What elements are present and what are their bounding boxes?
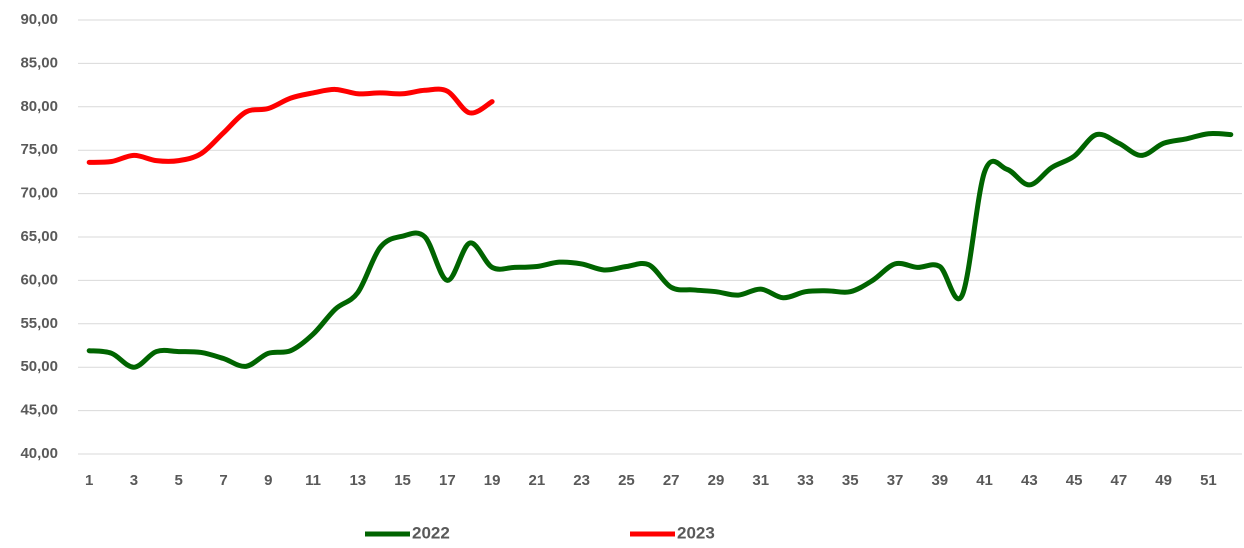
y-tick-label: 90,00 (20, 11, 58, 28)
x-tick-label: 31 (752, 472, 769, 489)
x-tick-label: 11 (305, 472, 321, 489)
x-tick-label: 51 (1200, 472, 1217, 489)
x-tick-label: 17 (439, 472, 456, 489)
x-tick-label: 25 (618, 472, 635, 489)
x-tick-label: 23 (573, 472, 590, 489)
data-line (86, 86, 495, 165)
x-tick-label: 15 (394, 472, 411, 489)
x-tick-label: 19 (484, 472, 501, 489)
x-tick-label: 43 (1021, 472, 1038, 489)
y-tick-label: 65,00 (20, 228, 58, 245)
y-tick-label: 55,00 (20, 315, 58, 332)
x-tick-label: 37 (887, 472, 904, 489)
y-tick-label: 75,00 (20, 141, 58, 158)
x-tick-label: 47 (1111, 472, 1128, 489)
x-tick-label: 49 (1155, 472, 1172, 489)
legend-label: 2022 (412, 523, 450, 542)
x-tick-label: 13 (349, 472, 366, 489)
legend-label: 2023 (677, 523, 715, 542)
x-tick-label: 3 (130, 472, 138, 489)
x-tick-label: 29 (708, 472, 725, 489)
y-tick-label: 50,00 (20, 358, 58, 375)
x-tick-label: 41 (976, 472, 993, 489)
x-tick-label: 45 (1066, 472, 1083, 489)
y-tick-label: 85,00 (20, 54, 58, 71)
y-tick-label: 45,00 (20, 402, 58, 419)
y-tick-label: 70,00 (20, 185, 58, 202)
x-tick-label: 9 (264, 472, 272, 489)
x-tick-label: 39 (931, 472, 948, 489)
data-line (86, 131, 1234, 370)
x-tick-label: 21 (529, 472, 546, 489)
x-tick-label: 1 (85, 472, 93, 489)
y-tick-label: 80,00 (20, 98, 58, 115)
x-tick-label: 5 (175, 472, 183, 489)
y-tick-label: 40,00 (20, 445, 58, 462)
x-tick-label: 35 (842, 472, 859, 489)
x-tick-label: 7 (219, 472, 227, 489)
x-tick-label: 33 (797, 472, 814, 489)
x-tick-label: 27 (663, 472, 680, 489)
y-tick-label: 60,00 (20, 271, 58, 288)
